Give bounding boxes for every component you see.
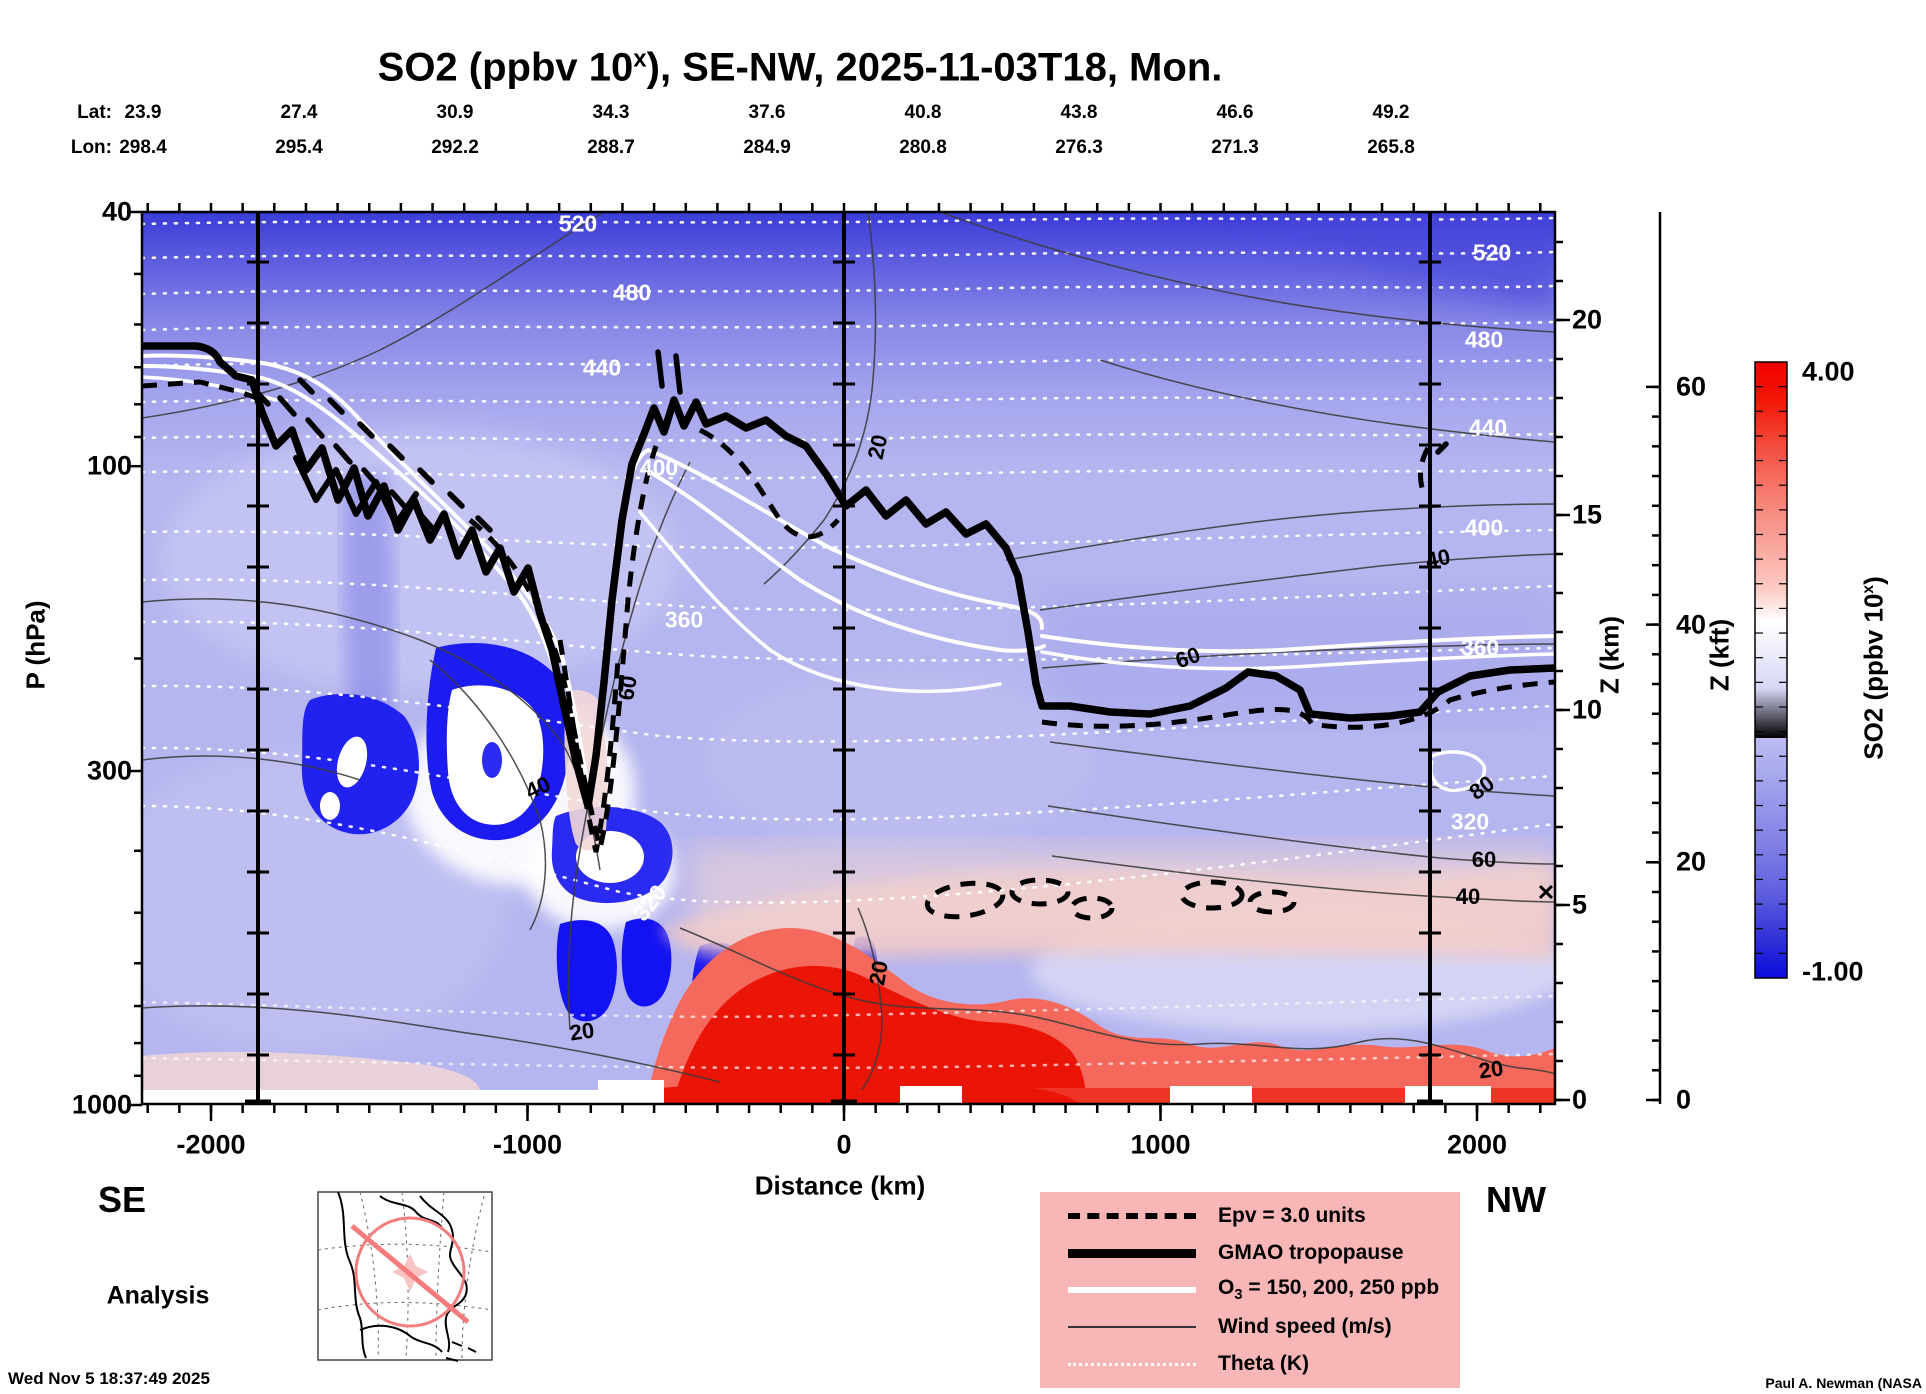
tropopause-line [142,342,1555,810]
wind-line-sample [1068,1326,1196,1328]
map-inset [317,1191,493,1362]
filled-contour-field [142,212,1555,1104]
epv-line-sample [1068,1213,1196,1219]
waypoint-lines [245,212,1443,1104]
legend-item-theta: Theta (K) [1040,1350,1460,1378]
epv-contours [142,379,1555,921]
tropopause-line-sample [1068,1248,1196,1258]
ozone-line-sample [1068,1287,1196,1293]
wind-speed-contours [142,212,1555,1091]
epv-dash-train [252,349,1449,533]
legend-item-wind: Wind speed (m/s) [1040,1313,1460,1341]
legend-item-tropopause: GMAO tropopause [1040,1239,1460,1267]
map-transect-line [350,1224,470,1324]
legend-item-epv: Epv = 3.0 units [1040,1202,1460,1230]
theta-line-sample [1068,1362,1196,1366]
legend-item-o3: O3 = 150, 200, 250 ppb [1040,1276,1460,1304]
map-range-circle [354,1216,466,1328]
colorbar [1754,361,1788,979]
legend-box: Epv = 3.0 units GMAO tropopause O3 = 150… [1040,1192,1460,1388]
axis-ticks [127,203,1660,1121]
